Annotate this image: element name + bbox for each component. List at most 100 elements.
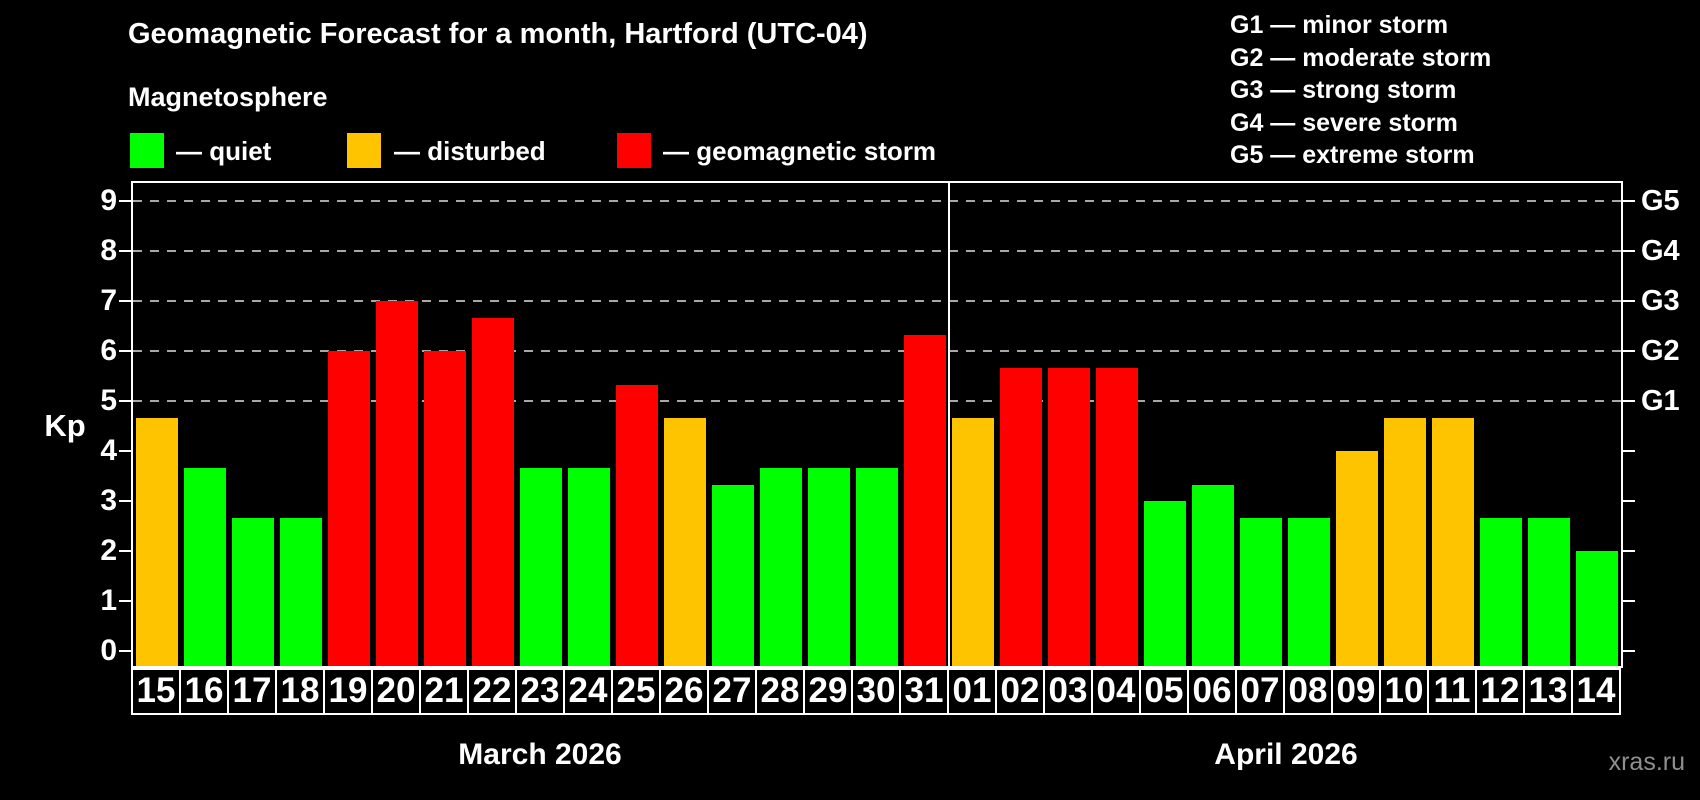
y-tick-right-0 [1621,650,1635,652]
bar-day-13 [1528,517,1570,666]
bar-day-18 [280,517,322,666]
bar-day-03 [1048,367,1090,666]
bar-day-17 [232,517,274,666]
bar-day-29 [808,467,850,666]
y-tick-left-6 [119,350,131,352]
legend-label-quiet: — quiet [176,136,272,166]
bar-day-05 [1144,501,1186,666]
day-label-01: 01 [947,668,997,715]
y-axis-title-kp: Kp [44,408,86,443]
bar-day-09 [1336,451,1378,666]
g-axis-label-g5: G5 [1641,185,1680,217]
y-tick-right-9 [1621,200,1635,202]
y-tick-label-1: 1 [100,584,117,617]
bar-day-10 [1384,417,1426,666]
gridline-kp9 [133,200,1621,202]
g-legend-line: G1 — minor storm [1230,11,1449,39]
y-tick-label-5: 5 [100,384,117,417]
legend-swatch-quiet [130,133,164,168]
y-tick-right-3 [1621,500,1635,502]
subtitle-magnetosphere: Magnetosphere [128,82,328,112]
g-axis-label-g4: G4 [1641,235,1680,267]
y-tick-left-2 [119,550,131,552]
y-tick-left-9 [119,200,131,202]
bar-day-12 [1480,517,1522,666]
day-label-07: 07 [1235,668,1285,715]
day-label-24: 24 [563,668,613,715]
bar-day-26 [664,417,706,666]
bar-day-31 [904,334,946,666]
day-label-09: 09 [1331,668,1381,715]
day-label-21: 21 [419,668,469,715]
gridline-kp7 [133,300,1621,302]
y-tick-label-6: 6 [100,334,117,367]
bar-day-16 [184,467,226,666]
day-label-26: 26 [659,668,709,715]
day-label-13: 13 [1523,668,1573,715]
day-label-15: 15 [131,668,181,715]
legend-swatch-storm [617,133,651,168]
day-label-12: 12 [1475,668,1525,715]
x-axis-day-row: 15 16 17 18 19 20 21 22 23 24 25 26 27 28 29 30 31 01 02 03… [131,668,1623,715]
g-legend-line: G5 — extreme storm [1230,141,1475,170]
month-label-april: April 2026 [1214,738,1358,771]
day-label-08: 08 [1283,668,1333,715]
y-tick-right-6 [1621,350,1635,352]
bar-day-30 [856,467,898,666]
day-label-19: 19 [323,668,373,715]
watermark-xras: xras.ru [1608,748,1685,776]
bar-day-22 [472,317,514,666]
legend-swatch-disturbed [347,133,381,168]
y-tick-left-4 [119,450,131,452]
y-tick-right-5 [1621,400,1635,402]
day-label-06: 06 [1187,668,1237,715]
y-tick-right-1 [1621,600,1635,602]
bar-day-07 [1240,517,1282,666]
plot-area [131,181,1623,668]
legend-label-disturbed: — disturbed [394,136,546,166]
y-tick-label-9: 9 [100,184,117,217]
day-label-03: 03 [1043,668,1093,715]
y-tick-label-2: 2 [100,534,117,567]
day-label-14: 14 [1571,668,1621,715]
month-label-march: March 2026 [458,738,622,771]
g-scale-legend: G1 — minor storm G2 — moderate storm G3 … [1230,9,1491,172]
y-tick-left-0 [119,650,131,652]
y-tick-label-0: 0 [100,634,117,667]
bar-day-27 [712,484,754,666]
bar-day-28 [760,467,802,666]
y-tick-right-7 [1621,300,1635,302]
y-tick-label-3: 3 [100,484,117,517]
day-label-10: 10 [1379,668,1429,715]
bar-day-19 [328,351,370,666]
g-legend-line: G4 — severe storm [1230,108,1458,137]
day-label-16: 16 [179,668,229,715]
day-label-31: 31 [899,668,949,715]
day-label-04: 04 [1091,668,1141,715]
bar-day-02 [1000,367,1042,666]
y-tick-right-8 [1621,250,1635,252]
y-tick-right-4 [1621,450,1635,452]
bar-day-14 [1576,551,1618,666]
bar-day-24 [568,467,610,666]
day-label-05: 05 [1139,668,1189,715]
day-label-17: 17 [227,668,277,715]
day-label-02: 02 [995,668,1045,715]
day-label-18: 18 [275,668,325,715]
bar-day-01 [952,417,994,666]
day-label-30: 30 [851,668,901,715]
g-axis-label-g2: G2 [1641,335,1680,367]
y-tick-label-7: 7 [100,284,117,317]
y-tick-label-8: 8 [100,234,117,267]
bar-day-21 [424,351,466,666]
day-label-22: 22 [467,668,517,715]
y-tick-left-1 [119,600,131,602]
y-tick-left-7 [119,300,131,302]
gridline-kp8 [133,250,1621,252]
day-label-20: 20 [371,668,421,715]
day-label-25: 25 [611,668,661,715]
y-tick-left-8 [119,250,131,252]
bar-day-15 [136,417,178,666]
legend-label-storm: — geomagnetic storm [663,136,937,166]
